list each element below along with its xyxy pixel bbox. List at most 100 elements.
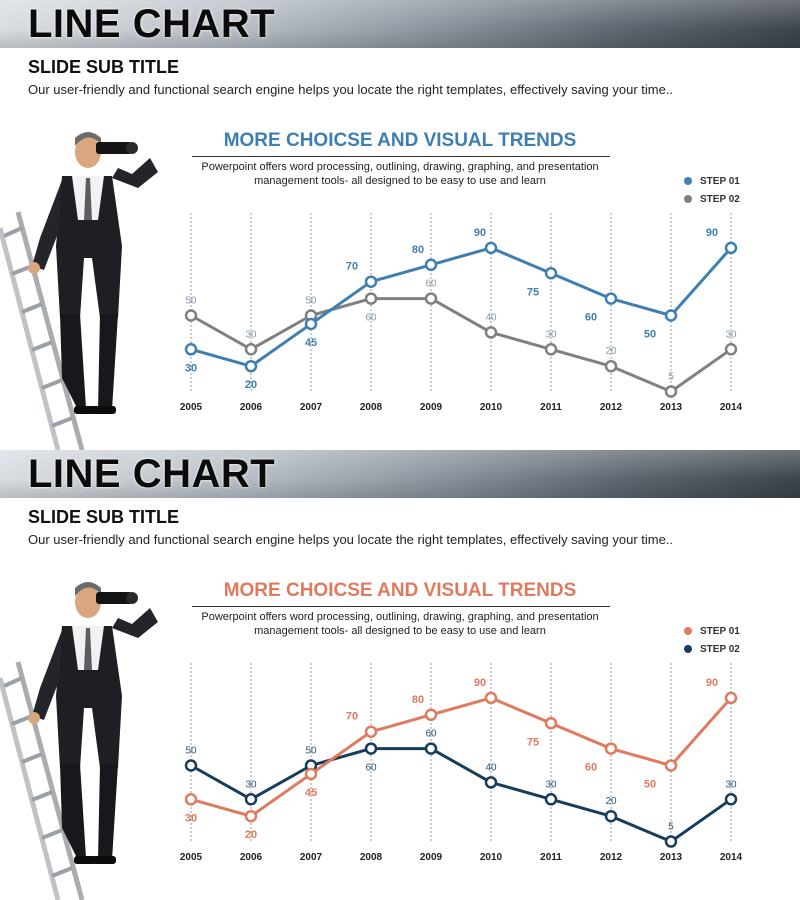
data-label: 30	[725, 779, 737, 790]
data-point	[364, 292, 378, 305]
data-point	[484, 776, 498, 789]
data-label: 60	[425, 729, 437, 740]
data-label: 50	[644, 779, 656, 791]
title-banner	[0, 0, 800, 48]
data-label: 50	[644, 329, 656, 341]
data-point	[364, 725, 378, 738]
data-point	[604, 742, 618, 755]
x-tick-label: 2011	[540, 852, 562, 863]
x-axis: 2005 2006 2007 2008 2009 2010 2011 2012 2013 2014	[180, 402, 743, 413]
data-label: 60	[365, 763, 377, 774]
slide-title: LINE CHART	[28, 2, 276, 46]
data-point	[484, 691, 498, 705]
slide-title: LINE CHART	[28, 452, 276, 496]
data-point	[304, 767, 318, 781]
data-point	[664, 309, 678, 322]
data-point	[604, 809, 618, 823]
legend-label: STEP 02	[700, 643, 740, 655]
data-point	[244, 359, 258, 373]
chart-subtitle-line1: Powerpoint offers word processing, outli…	[201, 611, 599, 623]
data-label: 30	[545, 329, 557, 340]
x-tick-label: 2013	[660, 852, 683, 863]
data-label: 60	[585, 762, 597, 774]
data-label: 50	[305, 296, 317, 307]
data-label: 50	[305, 746, 317, 757]
data-point	[484, 326, 498, 339]
x-tick-label: 2014	[720, 852, 743, 863]
x-tick-label: 2012	[600, 852, 623, 863]
legend-dot-icon	[684, 645, 692, 653]
slide-1: LINE CHART SLIDE SUB TITLE Our user-frie…	[0, 0, 800, 450]
data-label: 50	[185, 296, 197, 307]
line-chart: MORE CHOICSE AND VISUAL TRENDS Powerpoin…	[0, 450, 800, 900]
chart-title: MORE CHOICSE AND VISUAL TRENDS	[223, 580, 577, 601]
data-label: 20	[605, 346, 617, 357]
series-line	[190, 747, 732, 844]
data-label: 90	[474, 677, 486, 689]
ladder-icon	[0, 211, 85, 450]
businessman-binoculars-illustration	[0, 132, 158, 450]
slide-subtitle: SLIDE SUB TITLE	[28, 57, 180, 77]
slide-description: Our user-friendly and functional search …	[28, 532, 674, 547]
data-point	[724, 691, 738, 705]
data-point	[544, 717, 558, 730]
data-label: 60	[365, 313, 377, 324]
data-label: 70	[346, 261, 358, 273]
data-point	[424, 258, 438, 272]
data-point	[664, 759, 678, 772]
chart-subtitle-line2: management tools- all designed to be eas…	[254, 625, 546, 637]
data-point	[184, 309, 198, 322]
data-point	[364, 275, 378, 288]
x-tick-label: 2011	[540, 402, 562, 413]
chart-title: MORE CHOICSE AND VISUAL TRENDS	[223, 130, 577, 151]
legend-item-step-01: STEP 01	[684, 172, 740, 190]
data-point	[244, 343, 258, 356]
data-label: 90	[706, 677, 718, 689]
data-label: 90	[474, 227, 486, 239]
data-label: 70	[346, 711, 358, 723]
legend-dot-icon	[684, 627, 692, 635]
data-point	[364, 742, 378, 755]
x-tick-label: 2009	[420, 402, 443, 413]
data-point	[544, 793, 558, 806]
x-tick-label: 2006	[240, 402, 263, 413]
data-point	[184, 343, 198, 356]
grid-lines	[190, 213, 732, 392]
data-point	[604, 359, 618, 373]
data-label: 45	[305, 337, 317, 349]
data-point	[724, 241, 738, 255]
data-point	[604, 292, 618, 305]
series-line	[190, 246, 733, 368]
legend-label: STEP 01	[700, 625, 740, 637]
data-label: 90	[706, 227, 718, 239]
grid-lines	[190, 663, 732, 842]
x-tick-label: 2005	[180, 402, 203, 413]
series-step-01: 30 20 45 70 80 90 75 60 50 90	[184, 227, 738, 391]
data-point	[424, 292, 438, 305]
data-point	[244, 793, 258, 806]
legend-dot-icon	[684, 177, 692, 185]
x-tick-label: 2005	[180, 852, 203, 863]
title-banner	[0, 450, 800, 498]
data-label: 20	[245, 829, 257, 841]
data-label: 5	[668, 372, 674, 383]
businessman-icon	[28, 132, 158, 414]
data-point	[304, 317, 318, 331]
data-point	[724, 793, 738, 806]
chart-plot: 2005 2006 2007 2008 2009 2010 2011 2012 2013 2014…	[180, 663, 743, 863]
data-point	[424, 742, 438, 755]
data-label: 5	[668, 822, 674, 833]
x-tick-label: 2008	[360, 852, 383, 863]
chart-subtitle-line1: Powerpoint offers word processing, outli…	[201, 161, 599, 173]
chart-subtitle: Powerpoint offers word processing, outli…	[190, 610, 610, 638]
legend-dot-icon	[684, 195, 692, 203]
data-label: 20	[605, 796, 617, 807]
data-point	[664, 385, 678, 398]
x-tick-label: 2008	[360, 402, 383, 413]
series-step-01: 30 20 45 70 80 90 75 60 50 90	[184, 677, 738, 841]
data-label: 30	[245, 329, 257, 340]
x-axis: 2005 2006 2007 2008 2009 2010 2011 2012 2013 2014	[180, 852, 743, 863]
data-point	[184, 759, 198, 772]
data-point	[484, 241, 498, 255]
data-label: 60	[425, 279, 437, 290]
